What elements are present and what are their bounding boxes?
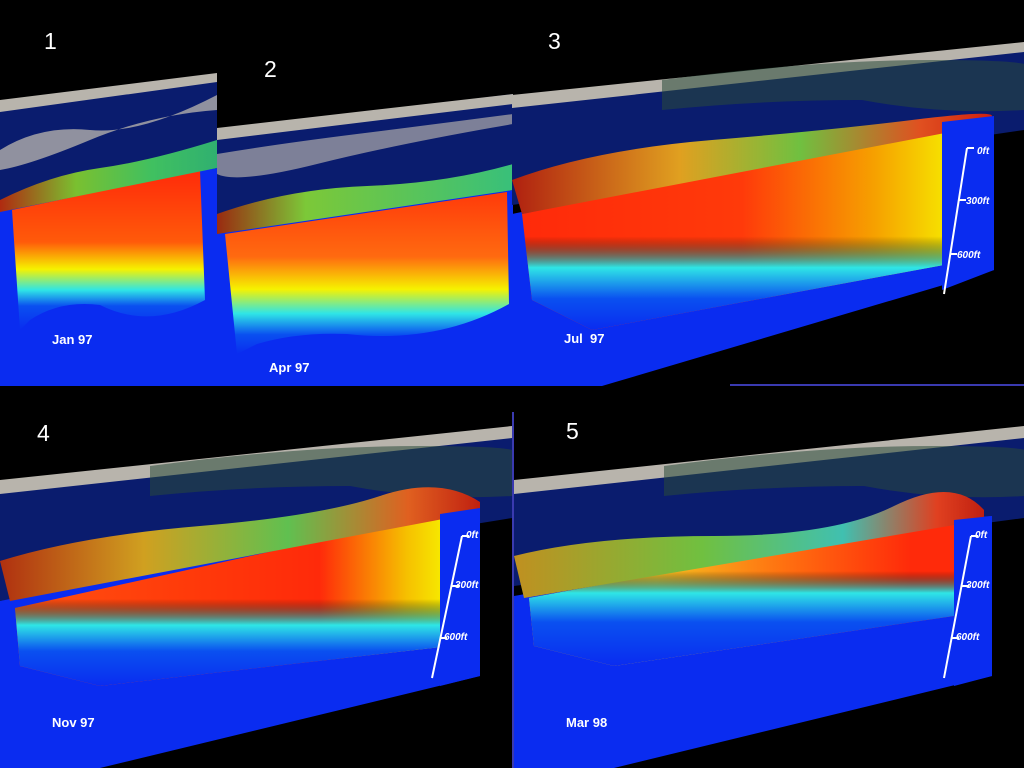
date-label: Mar 98 (566, 715, 608, 730)
panel-number: 1 (44, 28, 57, 54)
ocean-cross-section-image (512, 42, 1024, 386)
depth-label: 0ft (977, 146, 990, 157)
panel-number: 4 (37, 420, 50, 446)
divider-line (730, 384, 1024, 386)
panel-3 (512, 0, 1024, 386)
date-label: Jan 97 (52, 332, 93, 347)
panel-number: 3 (548, 28, 561, 54)
divider-line-vertical (512, 412, 514, 768)
depth-label: 600ft (956, 632, 980, 643)
depth-label: 0ft (975, 530, 988, 541)
panel-5 (514, 386, 1024, 768)
depth-label: 600ft (444, 632, 468, 643)
panel-number: 2 (264, 56, 277, 82)
panel-number: 5 (566, 418, 579, 444)
panel-4 (0, 386, 512, 768)
ocean-cross-section-image (0, 73, 217, 386)
date-label: Nov 97 (52, 715, 95, 730)
depth-label: 0ft (466, 530, 479, 541)
date-label: Apr 97 (269, 360, 310, 375)
panel-1 (0, 0, 217, 386)
date-label: Jul 97 (564, 331, 605, 346)
ocean-cross-section-image (217, 94, 513, 386)
ocean-cross-section-image (514, 426, 1024, 768)
depth-label: 300ft (966, 580, 990, 591)
depth-label: 600ft (957, 250, 981, 261)
depth-label: 300ft (455, 580, 479, 591)
ocean-cross-section-image (0, 426, 512, 768)
depth-label: 300ft (966, 196, 990, 207)
panel-2 (217, 94, 513, 386)
